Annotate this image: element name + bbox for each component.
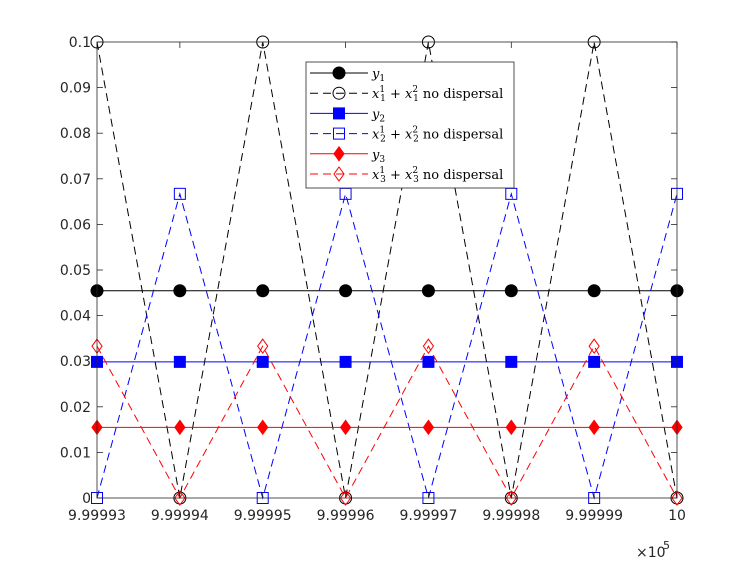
y-axis: 0 0.01 0.02 0.03 0.04 0.05 0.06 0.07 0.08 0.09 0.1 xyxy=(60,35,677,507)
y-tick-label: 0.06 xyxy=(60,217,91,233)
legend-marker xyxy=(332,66,346,80)
data-point xyxy=(422,355,435,368)
y-tick-label: 0.04 xyxy=(60,309,91,325)
data-point xyxy=(505,419,517,436)
series-6 xyxy=(91,338,683,506)
x-tick-label: 9.99995 xyxy=(234,508,292,524)
y-tick-label: 0.1 xyxy=(69,35,91,51)
legend-entry: y3 xyxy=(310,145,385,165)
legend-entry: y1 xyxy=(310,66,385,84)
x-tick-label: 9.99994 xyxy=(151,508,209,524)
data-point xyxy=(339,419,352,436)
x-tick-label: 9.99996 xyxy=(317,508,375,524)
data-point xyxy=(173,284,187,298)
legend-entry: y2 xyxy=(310,107,385,124)
y-tick-label: 0.05 xyxy=(60,263,91,279)
x-tick-label: 9.99993 xyxy=(68,508,126,524)
x-tick-label: 10 xyxy=(668,508,686,524)
data-point xyxy=(257,419,269,436)
data-point xyxy=(339,490,352,506)
legend-marker xyxy=(333,166,345,182)
data-point xyxy=(422,419,435,436)
legend-label: y1 xyxy=(371,67,385,84)
legend-marker xyxy=(333,107,345,120)
x-exponent-power: 5 xyxy=(663,539,670,552)
data-point xyxy=(339,284,353,298)
legend-marker xyxy=(333,127,345,140)
series-layer xyxy=(90,35,684,506)
legend-entry: x1 1 + x2 1 no dispersal xyxy=(310,85,503,104)
series-line xyxy=(96,41,678,499)
data-point xyxy=(174,490,186,506)
y-tick-label: 0.07 xyxy=(60,172,91,188)
x-axis: 9.99993 9.99994 9.99995 9.99996 9.99997 9.999… xyxy=(68,42,686,524)
data-point xyxy=(588,338,600,355)
data-point xyxy=(504,284,518,298)
legend-label: y2 xyxy=(371,107,385,124)
legend-entry: x1 3 + x2 3 no dispersal xyxy=(310,166,503,185)
legend-marker xyxy=(333,145,345,162)
y-tick-label: 0 xyxy=(82,491,91,507)
data-point xyxy=(173,187,186,200)
y-tick-label: 0.03 xyxy=(60,354,91,370)
y-tick-label: 0.09 xyxy=(60,81,91,97)
legend-box xyxy=(305,61,515,189)
data-point xyxy=(256,284,270,298)
y-tick-label: 0.01 xyxy=(60,445,91,461)
data-point xyxy=(587,284,601,298)
data-point xyxy=(256,355,269,368)
data-point xyxy=(422,338,435,355)
x-tick-label: 9.99998 xyxy=(482,508,540,524)
legend-label: x1 1 + x2 1 no dispersal xyxy=(372,85,503,104)
legend-label: x1 2 + x2 2 no dispersal xyxy=(372,126,503,145)
data-point xyxy=(174,419,186,436)
legend-marker xyxy=(332,86,346,100)
x-tick-label: 9.99999 xyxy=(565,508,623,524)
x-tick-label: 9.99997 xyxy=(399,508,457,524)
legend-label: y3 xyxy=(371,148,385,165)
data-point xyxy=(588,355,601,368)
series-line xyxy=(96,345,678,500)
data-point xyxy=(505,355,518,368)
data-point xyxy=(257,338,269,355)
legend-entry: x1 2 + x2 2 no dispersal xyxy=(310,126,503,145)
series-line xyxy=(96,191,678,500)
y-tick-label: 0.08 xyxy=(60,126,91,142)
data-point xyxy=(671,490,683,506)
data-point xyxy=(421,284,435,298)
x-exponent-label: ×10 5 xyxy=(636,539,670,561)
data-point xyxy=(505,490,517,506)
series-1 xyxy=(90,284,684,298)
data-point xyxy=(588,419,600,436)
data-point xyxy=(173,355,186,368)
x-exponent-base: ×10 xyxy=(636,545,666,561)
legend-label: x1 3 + x2 3 no dispersal xyxy=(372,166,503,185)
data-point xyxy=(339,355,352,368)
y-tick-label: 0.02 xyxy=(60,400,91,416)
